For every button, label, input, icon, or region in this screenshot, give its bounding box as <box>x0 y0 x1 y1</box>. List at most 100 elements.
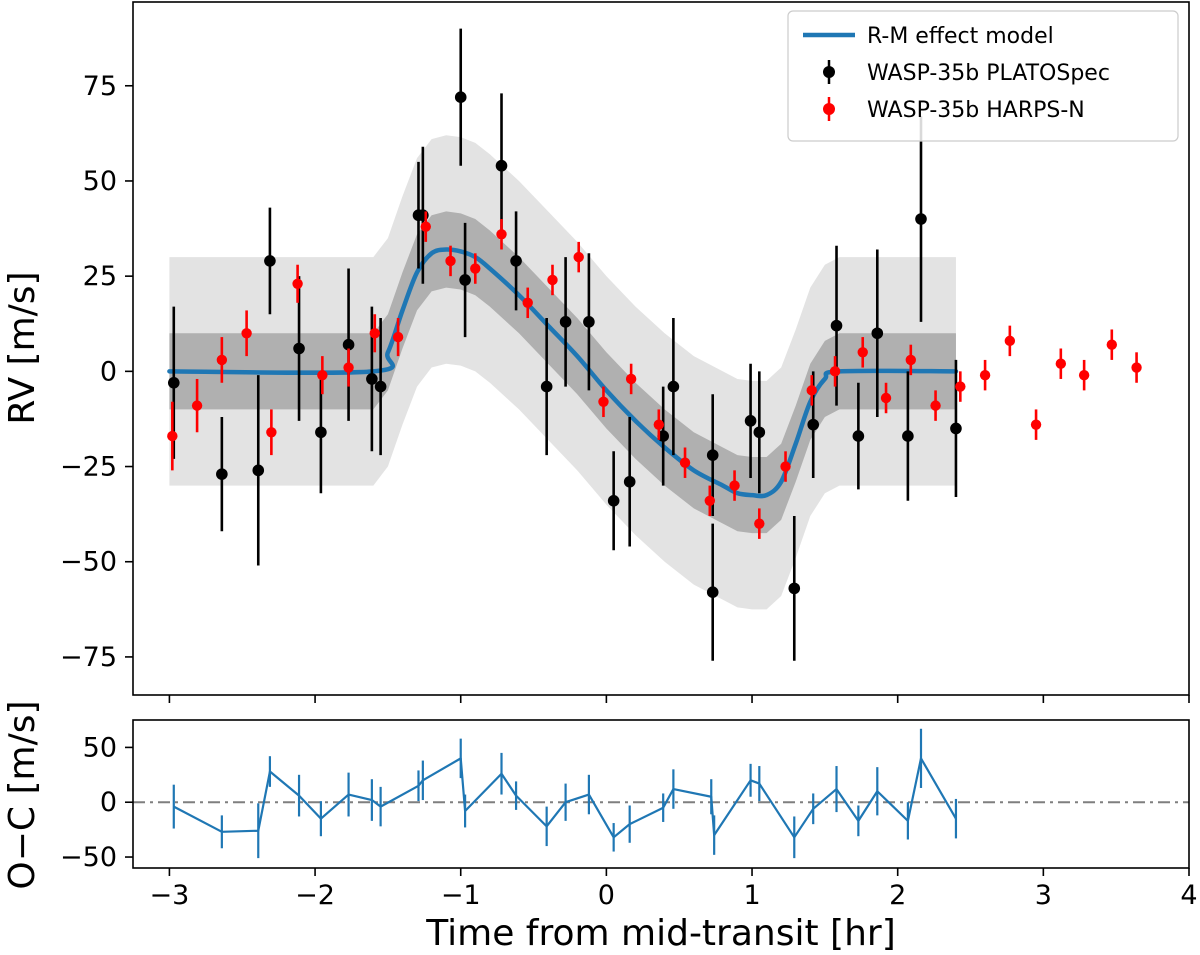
x-axis-title: Time from mid-transit [hr] <box>425 913 896 954</box>
platospec-point-32 <box>915 116 927 322</box>
legend-platospec-marker <box>823 66 835 78</box>
platospec-point-22 <box>706 394 719 517</box>
harpsn-marker <box>880 392 892 404</box>
harpsn-point-33 <box>1004 325 1016 357</box>
data-points-layer <box>167 28 1142 661</box>
platospec-point-15 <box>540 318 553 456</box>
residual-y-tick-label: −50 <box>60 842 117 873</box>
harpsn-point-13 <box>496 219 507 250</box>
harpsn-marker <box>573 251 584 263</box>
harpsn-point-2 <box>216 337 228 383</box>
platospec-marker <box>374 380 387 393</box>
platospec-marker <box>852 430 865 442</box>
platospec-marker <box>830 319 843 332</box>
main-y-tick-label: −75 <box>60 642 117 673</box>
residual-x-ticks: −3 −2 −1 0 1 2 3 4 <box>150 868 1198 911</box>
x-tick-label: 3 <box>1035 880 1052 911</box>
harpsn-point-36 <box>1078 359 1090 391</box>
harpsn-marker <box>653 419 665 430</box>
platospec-point-26 <box>788 516 801 661</box>
residual-y-tick-label: 50 <box>83 732 117 763</box>
legend-harpsn-marker <box>823 103 835 115</box>
platospec-marker <box>706 586 719 598</box>
main-plot-frame <box>132 1 1190 696</box>
harpsn-point-34 <box>1030 409 1042 440</box>
harpsn-point-11 <box>445 245 456 277</box>
harpsn-point-38 <box>1131 352 1142 383</box>
harpsn-marker <box>191 400 203 411</box>
harpsn-marker <box>1055 358 1067 369</box>
harpsn-marker <box>704 495 715 507</box>
x-tick-label: −2 <box>295 880 335 911</box>
main-y-tick-label: 25 <box>83 261 117 292</box>
harpsn-point-10 <box>420 211 431 242</box>
platospec-marker <box>902 430 914 442</box>
harpsn-marker <box>292 278 303 289</box>
harpsn-point-35 <box>1055 348 1067 379</box>
x-tick-label: −3 <box>150 880 190 911</box>
harpsn-marker <box>979 369 991 381</box>
platospec-point-3 <box>264 207 276 315</box>
platospec-marker <box>559 316 572 328</box>
platospec-marker <box>706 449 719 461</box>
harpsn-marker <box>1106 339 1118 350</box>
x-tick-label: −1 <box>441 880 481 911</box>
platospec-point-23 <box>706 523 719 661</box>
harpsn-marker <box>829 366 841 377</box>
harpsn-point-16 <box>573 241 584 273</box>
harpsn-marker <box>625 373 637 385</box>
platospec-point-13 <box>495 93 508 239</box>
harpsn-marker <box>167 430 178 442</box>
harpsn-point-21 <box>704 485 715 517</box>
harpsn-point-23 <box>754 508 765 539</box>
harpsn-marker <box>392 331 404 343</box>
platospec-point-19 <box>623 417 636 547</box>
harpsn-point-14 <box>522 287 533 319</box>
harpsn-marker <box>754 518 765 529</box>
platospec-point-5 <box>315 371 327 494</box>
platospec-point-33 <box>950 359 962 497</box>
harpsn-marker <box>317 369 328 381</box>
harpsn-point-6 <box>317 356 328 395</box>
harpsn-marker <box>930 400 941 411</box>
platospec-point-6 <box>342 268 355 421</box>
harpsn-point-15 <box>547 264 558 296</box>
main-y-tick-label: 50 <box>83 166 117 197</box>
x-tick-label: 2 <box>889 880 906 911</box>
harpsn-point-27 <box>857 337 868 368</box>
residual-plot-area <box>133 720 1189 868</box>
platospec-point-2 <box>252 375 265 566</box>
platospec-marker <box>454 91 467 103</box>
harpsn-marker <box>369 328 380 339</box>
platospec-marker <box>342 338 355 351</box>
harpsn-point-1 <box>191 378 203 433</box>
residual-plot-frame <box>132 719 1190 869</box>
harpsn-marker <box>905 354 916 366</box>
platospec-point-21 <box>667 318 680 456</box>
platospec-marker <box>366 373 378 385</box>
harpsn-point-37 <box>1106 329 1118 360</box>
x-tick-label: 4 <box>1180 880 1197 911</box>
harpsn-point-31 <box>955 371 966 402</box>
platospec-point-12 <box>459 222 471 338</box>
platospec-marker <box>871 327 884 340</box>
harpsn-point-18 <box>625 363 637 395</box>
harpsn-marker <box>1131 362 1142 373</box>
platospec-marker <box>788 582 801 595</box>
platospec-point-30 <box>871 249 884 418</box>
harpsn-marker <box>598 396 609 408</box>
harpsn-marker <box>522 297 533 309</box>
harpsn-marker <box>445 255 456 267</box>
platospec-point-16 <box>559 257 572 387</box>
legend-entry-model: R-M effect model <box>867 24 1054 49</box>
harpsn-marker <box>679 457 691 468</box>
harpsn-point-32 <box>979 359 991 391</box>
platospec-marker <box>807 418 820 431</box>
platospec-marker <box>293 342 305 355</box>
main-y-tick-label: −50 <box>60 547 117 578</box>
platospec-point-11 <box>454 28 467 166</box>
harpsn-point-20 <box>679 447 691 478</box>
harpsn-point-12 <box>470 253 481 284</box>
platospec-marker <box>540 380 553 393</box>
